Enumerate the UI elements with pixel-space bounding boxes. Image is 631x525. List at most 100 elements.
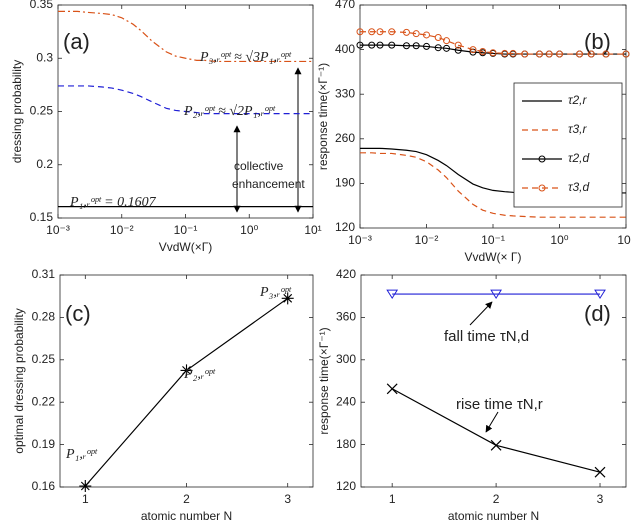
marker	[180, 364, 193, 377]
series-line	[360, 152, 626, 218]
y-tick-label: 360	[336, 310, 356, 324]
marker	[434, 44, 442, 52]
y-tick-label: 0.25	[32, 352, 56, 366]
x-tick-label: 1	[389, 492, 396, 506]
x-tick-label: 10⁰	[240, 223, 258, 237]
x-tick-label: 2	[493, 492, 500, 506]
arrow	[469, 301, 493, 326]
marker	[386, 383, 398, 395]
marker	[538, 184, 546, 192]
y-axis-label: response time(×Γ⁻¹)	[316, 63, 330, 170]
y-tick-label: 120	[336, 479, 356, 493]
annotation: fall time τN,d	[444, 328, 529, 345]
x-tick-label: 10⁻³	[348, 233, 372, 247]
annotation: P₃,ᵣᵒᵖᵗ	[259, 285, 292, 300]
x-tick-label: 10⁻¹	[174, 223, 198, 237]
marker	[281, 292, 294, 305]
panel-label: (c)	[65, 301, 91, 326]
y-tick-label: 0.22	[32, 394, 56, 408]
marker	[356, 28, 364, 36]
panel-label: (b)	[584, 29, 611, 54]
marker	[423, 42, 430, 50]
y-tick-label: 470	[335, 0, 355, 11]
marker	[454, 41, 462, 49]
legend-label: τ2,d	[568, 151, 589, 165]
y-tick-label: 120	[335, 220, 355, 234]
marker	[388, 28, 396, 36]
marker	[402, 28, 410, 36]
marker	[388, 41, 396, 49]
y-tick-label: 400	[335, 42, 355, 56]
marker	[501, 49, 509, 57]
annotation: enhancement	[232, 177, 305, 191]
y-tick-label: 0.28	[32, 310, 56, 324]
marker	[622, 50, 630, 58]
marker	[556, 50, 563, 58]
marker	[412, 30, 420, 38]
annotation: P₁,ᵣᵒᵖᵗ = 0.1607	[69, 195, 157, 210]
y-axis-label: optimal dressing probability	[12, 308, 26, 453]
marker	[545, 50, 553, 58]
marker	[376, 28, 384, 36]
marker	[386, 289, 399, 300]
x-tick-label: 3	[284, 492, 291, 506]
marker	[443, 44, 451, 52]
marker	[479, 48, 487, 56]
marker	[423, 31, 430, 39]
y-tick-label: 0.2	[36, 157, 53, 171]
marker	[602, 50, 610, 58]
y-tick-label: 0.25	[30, 104, 54, 118]
y-tick-label: 420	[336, 267, 356, 281]
marker	[443, 37, 451, 45]
marker	[356, 41, 364, 49]
legend-label: τ2,r	[568, 93, 587, 107]
series-line	[58, 85, 313, 115]
marker	[594, 466, 606, 478]
series-line	[84, 297, 289, 487]
x-tick-label: 2	[183, 492, 190, 506]
legend-box	[513, 82, 623, 208]
marker	[490, 439, 502, 451]
marker	[376, 41, 384, 49]
y-tick-label: 0.15	[30, 210, 54, 224]
legend-label: τ3,r	[568, 122, 587, 136]
x-tick-label: 10⁻¹	[481, 233, 505, 247]
y-tick-label: 180	[336, 437, 356, 451]
marker	[576, 50, 584, 58]
legend-label: τ3,d	[568, 180, 589, 194]
panel-label: (a)	[63, 29, 90, 54]
annotation: P₁,ᵣᵒᵖᵗ	[65, 447, 98, 462]
marker	[490, 289, 503, 300]
marker	[509, 49, 517, 57]
y-tick-label: 0.35	[30, 0, 54, 11]
y-tick-label: 0.3	[36, 50, 53, 64]
y-tick-label: 300	[336, 352, 356, 366]
marker	[434, 33, 442, 41]
x-axis-label: atomic number N	[141, 509, 232, 523]
series-line	[360, 44, 626, 55]
x-tick-label: 1	[82, 492, 89, 506]
series-line	[360, 31, 626, 55]
series-line	[58, 10, 313, 63]
marker	[402, 42, 410, 50]
x-axis-label: VvdW(×Γ)	[159, 240, 213, 254]
marker	[594, 289, 606, 300]
marker	[368, 41, 376, 49]
marker	[535, 50, 543, 58]
y-axis-label: dressing probability	[10, 60, 24, 163]
y-tick-label: 330	[335, 86, 355, 100]
x-tick-label: 10⁻²	[415, 233, 439, 247]
y-tick-label: 240	[336, 394, 356, 408]
marker	[469, 46, 477, 54]
y-tick-label: 0.16	[32, 479, 56, 493]
marker	[521, 50, 529, 58]
annotation: P₂,ᵣᵒᵖᵗ ≈ √2P₁,ᵣᵒᵖᵗ	[183, 104, 276, 119]
annotation: rise time τN,r	[456, 396, 543, 413]
y-axis-label: response time(×Γ⁻¹)	[317, 327, 331, 434]
x-tick-label: 10⁻²	[110, 223, 134, 237]
panel-label: (d)	[584, 301, 611, 326]
annotation: collective	[234, 159, 284, 173]
x-tick-label: 10¹	[617, 233, 631, 247]
y-tick-label: 0.19	[32, 437, 56, 451]
